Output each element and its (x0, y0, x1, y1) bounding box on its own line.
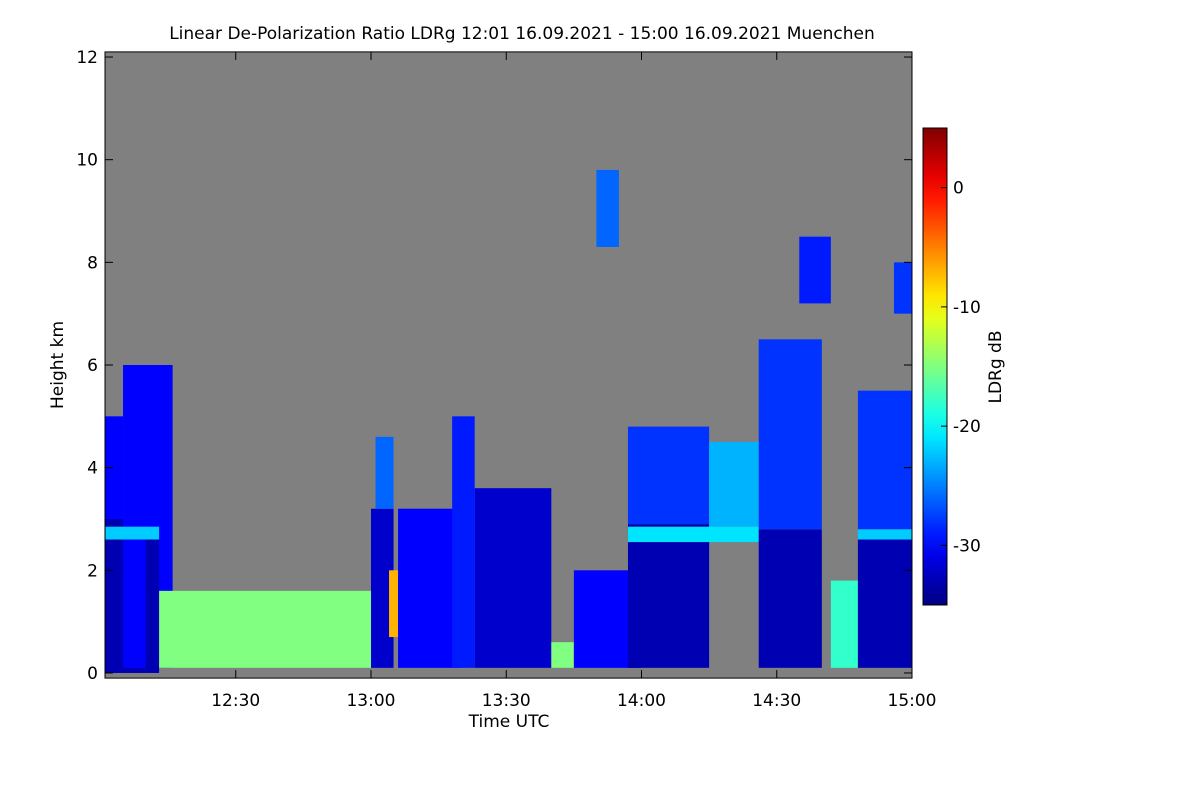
heatmap-cell (893, 262, 912, 314)
heatmap-cell (474, 488, 552, 668)
y-tick-label: 0 (87, 664, 98, 684)
heatmap-cell (857, 390, 912, 530)
y-tick-label: 12 (76, 48, 98, 68)
heatmap-cell (145, 539, 160, 673)
heatmap-cell (159, 590, 371, 668)
heatmap-cell (627, 526, 759, 543)
colorbar-label: LDRg dB (986, 330, 1006, 403)
x-tick-label: 12:30 (211, 691, 260, 711)
colorbar (922, 127, 948, 606)
colorbar-tick-label: -20 (953, 417, 981, 437)
heatmap-cell (627, 524, 710, 668)
y-tick-label: 2 (87, 561, 98, 581)
heatmap-cell (398, 508, 462, 668)
heatmap-cell (389, 570, 399, 638)
heatmap-cell (551, 642, 574, 668)
y-tick-label: 8 (87, 253, 98, 273)
heatmap-cell (857, 539, 912, 668)
x-tick-label: 14:00 (617, 691, 666, 711)
colorbar-tick-label: 0 (953, 179, 964, 199)
colorbar-tick-label: -10 (953, 298, 981, 318)
heatmap-cell (375, 436, 394, 509)
heatmap-cell (709, 441, 759, 527)
x-tick-label: 15:00 (888, 691, 937, 711)
y-tick-label: 4 (87, 459, 98, 479)
y-tick-label: 6 (87, 356, 98, 376)
x-axis-label: Time UTC (468, 712, 550, 732)
heatmap-cell (452, 416, 475, 668)
colorbar-tick-label: -30 (953, 536, 981, 556)
heatmap-cell (105, 526, 160, 540)
x-tick-label: 13:00 (346, 691, 395, 711)
heatmap-cell (857, 529, 912, 540)
heatmap-cell (799, 236, 831, 304)
heatmap-cell (596, 169, 619, 247)
heatmap-cell (758, 339, 822, 530)
chart-title: Linear De-Polarization Ratio LDRg 12:01 … (169, 24, 875, 44)
heatmap-cell (627, 426, 710, 525)
heatmap-cell (105, 416, 124, 519)
heatmap-cell (758, 529, 822, 668)
heatmap-cell (370, 508, 394, 668)
x-tick-label: 14:30 (752, 691, 801, 711)
heatmap-cell (830, 580, 858, 668)
y-tick-label: 10 (76, 151, 98, 171)
x-tick-label: 13:30 (482, 691, 531, 711)
y-axis-label: Height km (48, 321, 68, 409)
